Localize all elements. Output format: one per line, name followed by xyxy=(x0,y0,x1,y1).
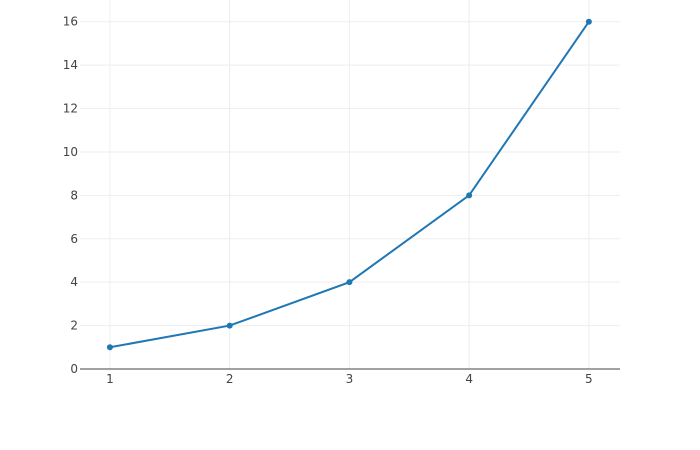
x-tick-label: 4 xyxy=(465,372,473,386)
series xyxy=(106,18,592,351)
y-tick-label: 4 xyxy=(70,275,78,289)
y-tick-label: 6 xyxy=(70,232,78,246)
data-point xyxy=(346,279,353,286)
x-tick-label: 3 xyxy=(346,372,354,386)
y-tick-label: 16 xyxy=(63,15,78,29)
y-tick-label: 0 xyxy=(70,362,78,376)
data-point xyxy=(106,344,113,351)
x-tick-label: 1 xyxy=(106,372,114,386)
y-tick-label: 12 xyxy=(63,102,78,116)
data-point xyxy=(585,18,592,25)
data-point xyxy=(466,192,473,199)
x-tick-label: 5 xyxy=(585,372,593,386)
grid xyxy=(80,0,620,369)
x-tick-label: 2 xyxy=(226,372,234,386)
y-tick-label: 2 xyxy=(70,319,78,333)
data-point xyxy=(226,322,233,329)
y-tick-label: 8 xyxy=(70,188,78,202)
y-tick-label: 10 xyxy=(63,145,78,159)
y-tick-label: 14 xyxy=(63,58,78,72)
